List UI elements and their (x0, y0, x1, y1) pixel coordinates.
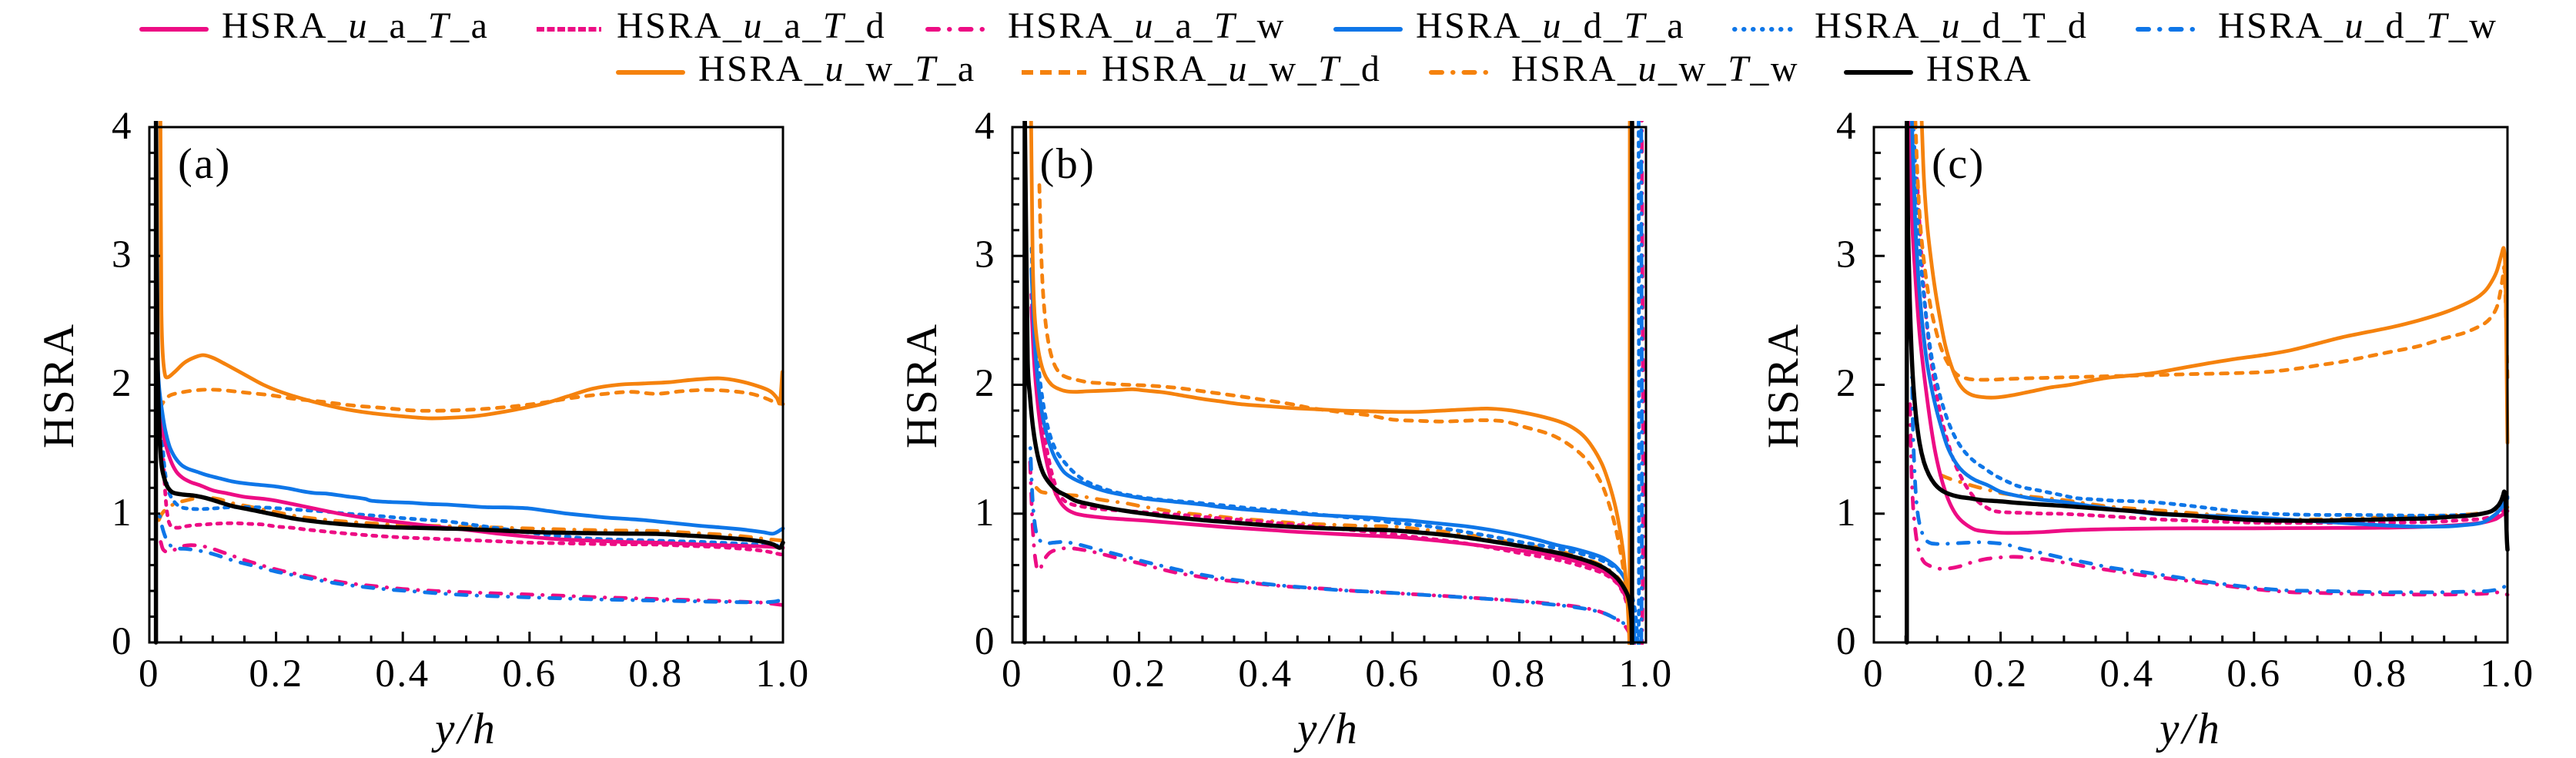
svg-text:0.4: 0.4 (375, 652, 430, 696)
svg-text:1.0: 1.0 (2480, 652, 2534, 696)
svg-text:HSRA_u_w_T_a: HSRA_u_w_T_a (698, 49, 976, 89)
svg-text:HSRA: HSRA (898, 322, 946, 448)
svg-text:3: 3 (1836, 233, 1858, 277)
svg-text:0.2: 0.2 (249, 652, 303, 696)
svg-text:0.8: 0.8 (628, 652, 683, 696)
svg-text:HSRA_u_d_T_w: HSRA_u_d_T_w (2218, 5, 2497, 46)
svg-text:y/h: y/h (2156, 705, 2223, 753)
svg-text:4: 4 (112, 105, 133, 148)
svg-text:HSRA: HSRA (35, 322, 83, 448)
svg-text:0.8: 0.8 (2353, 652, 2407, 696)
svg-text:0: 0 (1002, 652, 1023, 696)
svg-text:1: 1 (112, 491, 133, 535)
svg-text:(a): (a) (178, 140, 232, 188)
svg-text:(c): (c) (1932, 140, 1986, 188)
svg-text:HSRA_u_d_T_a: HSRA_u_d_T_a (1416, 5, 1685, 46)
svg-text:3: 3 (975, 233, 996, 277)
svg-text:0.4: 0.4 (2099, 652, 2154, 696)
svg-text:0.6: 0.6 (1365, 652, 1420, 696)
svg-text:0: 0 (1863, 652, 1885, 696)
svg-text:0: 0 (975, 620, 996, 663)
svg-text:HSRA_u_w_T_d: HSRA_u_w_T_d (1102, 49, 1381, 89)
svg-text:0: 0 (1836, 620, 1858, 663)
svg-text:4: 4 (975, 105, 996, 148)
svg-text:0: 0 (139, 652, 160, 696)
svg-text:1.0: 1.0 (1618, 652, 1673, 696)
svg-text:HSRA_u_a_T_a: HSRA_u_a_T_a (222, 5, 489, 46)
svg-text:1: 1 (975, 491, 996, 535)
svg-text:y/h: y/h (1293, 705, 1360, 753)
svg-text:0.2: 0.2 (1112, 652, 1166, 696)
svg-text:HSRA_u_w_T_w: HSRA_u_w_T_w (1511, 49, 1799, 89)
svg-text:HSRA: HSRA (1926, 49, 2032, 89)
svg-text:(b): (b) (1040, 140, 1096, 188)
svg-text:HSRA_u_a_T_d: HSRA_u_a_T_d (617, 5, 886, 46)
svg-text:HSRA_u_d_T_d: HSRA_u_d_T_d (1815, 5, 2088, 46)
svg-text:y/h: y/h (431, 705, 498, 753)
svg-text:HSRA: HSRA (1759, 322, 1808, 448)
svg-text:0.6: 0.6 (2226, 652, 2281, 696)
svg-text:0.6: 0.6 (502, 652, 557, 696)
svg-text:0.4: 0.4 (1238, 652, 1293, 696)
svg-text:1.0: 1.0 (755, 652, 810, 696)
svg-text:1: 1 (1836, 491, 1858, 535)
svg-text:4: 4 (1836, 105, 1858, 148)
svg-text:0.2: 0.2 (1973, 652, 2028, 696)
svg-text:2: 2 (1836, 362, 1858, 405)
svg-text:0.8: 0.8 (1491, 652, 1546, 696)
svg-text:3: 3 (112, 233, 133, 277)
svg-text:2: 2 (975, 362, 996, 405)
svg-text:2: 2 (112, 362, 133, 405)
svg-text:HSRA_u_a_T_w: HSRA_u_a_T_w (1008, 5, 1286, 46)
svg-text:0: 0 (112, 620, 133, 663)
